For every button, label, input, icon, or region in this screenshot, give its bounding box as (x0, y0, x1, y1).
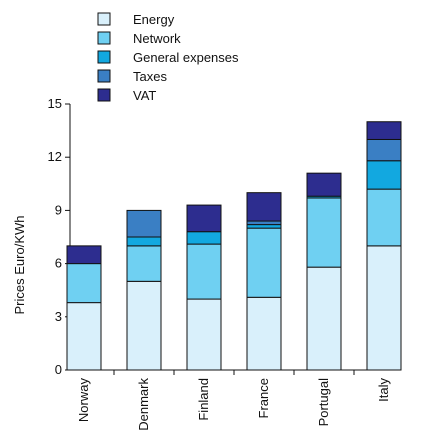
legend-swatch (97, 88, 111, 102)
y-tick-label: 15 (48, 96, 62, 111)
bar-segment (306, 197, 342, 268)
legend-label: Taxes (133, 69, 167, 84)
x-tick-label: Denmark (136, 378, 151, 431)
y-axis-label: Prices Euro/KWh (12, 216, 27, 315)
x-tick-label: Norway (76, 378, 91, 423)
bar-segment (306, 172, 342, 197)
bars: Norway Denmark Finland France Portugal Italy (66, 121, 402, 431)
bar-segment (186, 298, 222, 371)
legend-label: Network (133, 31, 181, 46)
legend-swatch (97, 69, 111, 83)
bar-segment (246, 192, 282, 222)
y-tick-label: 12 (48, 149, 62, 164)
bar-segment (66, 245, 102, 265)
y-tick-label: 6 (55, 256, 62, 271)
bar-segment (126, 245, 162, 282)
x-tick-label: Finland (196, 378, 211, 421)
y-tick-label: 0 (55, 362, 62, 377)
bar-segment (186, 231, 222, 245)
bar-segment (366, 121, 402, 140)
bar-segment (66, 302, 102, 371)
bar-segment (246, 220, 282, 226)
legend-label: General expenses (133, 50, 239, 65)
x-tick-label: Italy (376, 378, 391, 402)
legend-swatch (97, 50, 111, 64)
bar-segment (126, 236, 162, 247)
y-tick-label: 9 (55, 202, 62, 217)
bar-segment (246, 296, 282, 371)
legend-label: Energy (133, 12, 175, 27)
legend: Energy Network General expenses Taxes VAT (97, 12, 239, 103)
x-tick-label: Portugal (316, 378, 331, 427)
bar-segment (186, 204, 222, 233)
bar-segment (306, 266, 342, 371)
bar-segment (366, 160, 402, 190)
bar-segment (246, 227, 282, 298)
bar-segment (246, 224, 282, 229)
bar-segment (66, 263, 102, 304)
bar-segment (366, 138, 402, 162)
legend-swatch (97, 12, 111, 26)
x-tick-label: France (256, 378, 271, 418)
bar-segment (366, 188, 402, 247)
bar-segment (126, 209, 162, 238)
bar-segment (186, 243, 222, 300)
legend-swatch (97, 31, 111, 45)
bar-segment (126, 280, 162, 371)
y-tick-label: 3 (55, 309, 62, 324)
bar-segment (366, 245, 402, 371)
legend-label: VAT (133, 88, 156, 103)
